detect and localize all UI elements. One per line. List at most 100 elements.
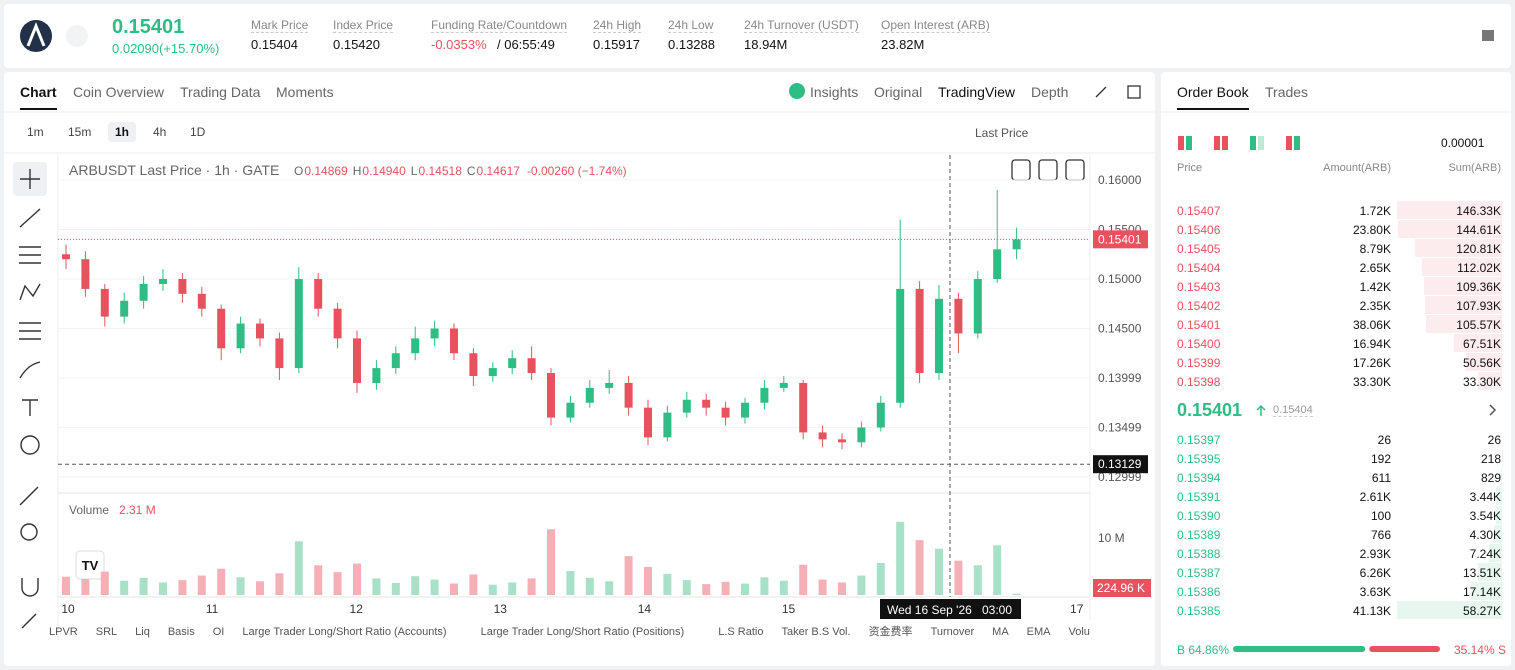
order-amount: 2.61K (1359, 490, 1391, 504)
interval[interactable]: 15m (68, 125, 92, 139)
stat-label: 24h High (593, 18, 642, 33)
ohlc-value: 0.14940 (362, 164, 406, 178)
up-arrow (1256, 404, 1266, 416)
candle-body (217, 308, 226, 349)
candle-body (120, 300, 129, 317)
chart-tab[interactable]: Chart (20, 84, 57, 110)
chart-view[interactable]: Insights (810, 84, 859, 100)
order-price[interactable]: 0.15389 (1177, 528, 1221, 542)
candle-body (178, 279, 187, 294)
volume-tick-label: 10 M (1098, 531, 1125, 545)
indicator-tab[interactable]: Volu (1069, 626, 1090, 638)
last-volume-label: 224.96 K (1097, 581, 1145, 595)
order-price[interactable]: 0.15407 (1177, 204, 1221, 218)
stat-value: -0.0353% (431, 37, 487, 52)
favorite-button[interactable] (66, 25, 88, 47)
view-icon[interactable] (1214, 136, 1220, 150)
indicator-tab[interactable]: L.S Ratio (718, 626, 763, 638)
order-price[interactable]: 0.15394 (1177, 471, 1221, 485)
order-amount: 3.63K (1359, 585, 1391, 599)
order-sum: 107.93K (1456, 299, 1501, 313)
candle-body (372, 368, 381, 383)
order-price[interactable]: 0.15404 (1177, 261, 1221, 275)
chart-tab[interactable]: Trading Data (180, 84, 261, 100)
stat-label: Funding Rate/Countdown (431, 18, 568, 33)
order-price[interactable]: 0.15391 (1177, 490, 1221, 504)
volume-bar (527, 578, 536, 595)
chart-view[interactable]: TradingView (938, 84, 1016, 100)
candle-body (896, 288, 905, 403)
order-price[interactable]: 0.15387 (1177, 566, 1221, 580)
order-price[interactable]: 0.15385 (1177, 604, 1221, 618)
candle-body (430, 328, 439, 339)
order-price[interactable]: 0.15395 (1177, 452, 1221, 466)
order-sum: 146.33K (1456, 204, 1501, 218)
order-price[interactable]: 0.15390 (1177, 509, 1221, 523)
x-tick-label: 15 (782, 602, 796, 616)
interval[interactable]: 1h (108, 122, 137, 142)
candle-body (818, 432, 827, 440)
indicator-tab[interactable]: Taker B.S Vol. (781, 626, 850, 638)
interval[interactable]: 1m (27, 125, 44, 139)
settings-icon[interactable] (1482, 30, 1494, 41)
candle-body (799, 382, 808, 433)
order-price[interactable]: 0.15405 (1177, 242, 1221, 256)
order-price[interactable]: 0.15397 (1177, 433, 1221, 447)
interval[interactable]: 1D (190, 125, 206, 139)
candle-body (624, 382, 633, 408)
legend-change: -0.00260 (−1.74%) (527, 164, 627, 178)
depth-bar (1494, 525, 1502, 543)
volume-tag (1093, 579, 1151, 597)
chart-tab[interactable]: Moments (276, 84, 334, 100)
indicator-tab[interactable]: MA (992, 626, 1009, 638)
order-sum: 26 (1487, 433, 1501, 447)
chart-controls[interactable] (1011, 85, 1141, 181)
volume-bar (838, 582, 846, 595)
indicator-tab[interactable]: Liq (135, 626, 150, 638)
volume-bar (314, 565, 323, 595)
indicator-tab[interactable]: Large Trader Long/Short Ratio (Accounts) (242, 626, 446, 638)
order-price[interactable]: 0.15401 (1177, 318, 1221, 332)
indicator-tab[interactable]: LPVR (49, 626, 78, 638)
order-price[interactable]: 0.15399 (1177, 356, 1221, 370)
volume-bar (333, 572, 342, 595)
order-price[interactable]: 0.15402 (1177, 299, 1221, 313)
chart-view[interactable]: Depth (1031, 84, 1069, 100)
order-sum: 13.51K (1462, 566, 1501, 580)
indicator-tab[interactable]: Large Trader Long/Short Ratio (Positions… (481, 626, 685, 638)
precision[interactable]: 0.00001 (1441, 136, 1485, 150)
candle-body (876, 402, 885, 428)
indicator-tab[interactable]: Basis (168, 626, 195, 638)
drawing-tools[interactable] (13, 162, 47, 629)
order-price[interactable]: 0.15400 (1177, 337, 1221, 351)
chart-view[interactable]: Original (874, 84, 923, 100)
orderbook-tab[interactable]: Order Book (1177, 84, 1249, 110)
mid-price: 0.15401 (1177, 400, 1243, 420)
order-sum: 3.44K (1469, 490, 1501, 504)
price-source[interactable]: Last Price (975, 126, 1029, 140)
depth-bar (1397, 601, 1502, 619)
chevron[interactable] (1489, 404, 1497, 416)
indicator-tab[interactable]: SRL (96, 626, 117, 638)
indicator-tab[interactable]: 资金费率 (869, 624, 913, 638)
chart-tab[interactable]: Coin Overview (73, 84, 165, 100)
view-icon[interactable] (1250, 136, 1256, 150)
interval[interactable]: 4h (153, 125, 167, 139)
volume-value: 2.31 M (119, 503, 156, 517)
order-price[interactable]: 0.15388 (1177, 547, 1221, 561)
order-price[interactable]: 0.15398 (1177, 375, 1221, 389)
candle-body (682, 399, 691, 413)
view-icon[interactable] (1178, 136, 1184, 150)
order-price[interactable]: 0.15406 (1177, 223, 1221, 237)
candle-body (721, 407, 730, 418)
indicator-tab[interactable]: Turnover (931, 626, 975, 638)
countdown: / 06:55:49 (497, 37, 555, 52)
indicator-tab[interactable]: OI (213, 626, 225, 638)
indicator-tab[interactable]: EMA (1027, 626, 1052, 638)
orderbook-tab[interactable]: Trades (1265, 84, 1309, 100)
volume-bar (62, 576, 70, 595)
view-icon[interactable] (1286, 136, 1292, 150)
order-price[interactable]: 0.15403 (1177, 280, 1221, 294)
order-price[interactable]: 0.15386 (1177, 585, 1221, 599)
